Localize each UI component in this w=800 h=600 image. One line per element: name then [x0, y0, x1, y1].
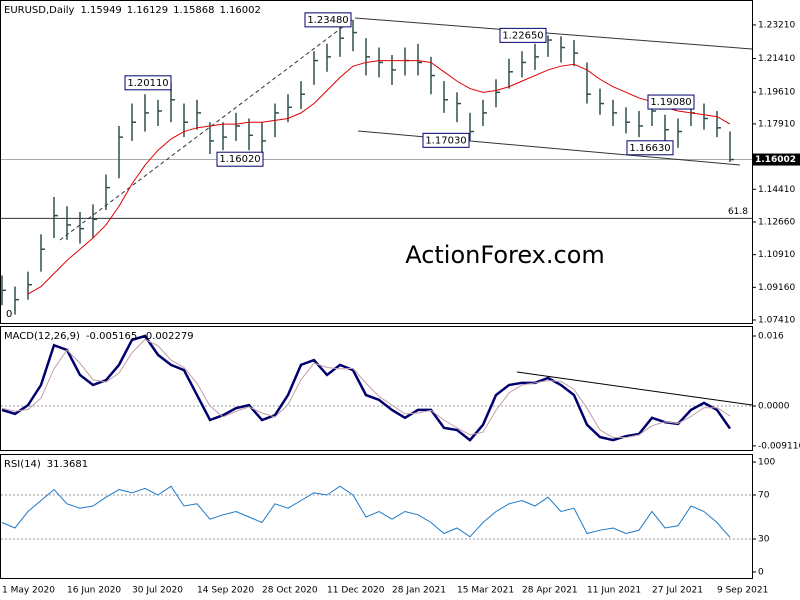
annotation-box	[124, 75, 172, 91]
watermark: ActionForex.com	[405, 241, 605, 269]
trendline	[59, 19, 353, 241]
layer-back	[1, 159, 752, 540]
trendline	[354, 17, 753, 50]
y-tick-label: 0.016	[758, 332, 784, 342]
series-line	[1, 485, 731, 538]
annotation-box	[216, 151, 264, 167]
y-tick-label: -0.009116	[758, 441, 800, 451]
header-value: 1.16129	[127, 5, 168, 16]
y-tick-label: 70	[758, 491, 770, 501]
header-value: 31.3681	[47, 459, 88, 470]
y-tick-label: 30	[758, 534, 770, 544]
y-tick-label: 1.21410	[758, 54, 795, 64]
annotation-box	[422, 132, 470, 148]
annotation-label: 1.17030	[425, 135, 466, 146]
annotation-label: 1.16020	[219, 154, 260, 165]
x-tick-label: 9 Sep 2021	[717, 586, 768, 596]
annotation-box	[304, 12, 352, 28]
x-tick-label: 30 Jul 2020	[132, 586, 183, 596]
y-tick-label: 1.12660	[758, 217, 795, 227]
header-value: -0.002279	[142, 331, 193, 342]
y-tick-label: 1.23210	[758, 20, 795, 30]
x-tick-label: 28 Oct 2020	[262, 586, 318, 596]
header-value: 1.15868	[173, 5, 214, 16]
rsi-panel	[0, 454, 753, 579]
x-tick-label: 16 Jun 2020	[67, 586, 121, 596]
series-line	[1, 338, 731, 438]
annotation-label: 1.19080	[650, 97, 691, 108]
y-tick-label: 1.09160	[758, 283, 795, 293]
panel-title: MACD(12,26,9)	[4, 331, 80, 342]
moving-average	[27, 60, 731, 295]
annotation-box	[626, 140, 674, 156]
price-label: 1.16002	[755, 155, 796, 165]
y-tick-label: 0	[758, 567, 764, 577]
header-value: 1.16002	[220, 5, 261, 16]
annotation-box	[499, 27, 547, 43]
x-tick-label: 1 May 2020	[2, 586, 55, 596]
macd-panel	[0, 326, 753, 451]
annotation-label: 1.23480	[307, 15, 348, 26]
x-tick-label: 11 Dec 2020	[327, 586, 385, 596]
y-tick-label: 1.19610	[758, 88, 795, 98]
y-tick-label: 1.10910	[758, 250, 795, 260]
level-label: 61.8	[728, 207, 748, 217]
x-tick-label: 28 Jan 2021	[392, 586, 446, 596]
y-tick-label: 1.14410	[758, 185, 795, 195]
x-tick-label: 27 Jul 2021	[652, 586, 703, 596]
panel-title: EURUSD,Daily	[4, 5, 75, 16]
y-tick-label: 100	[758, 458, 775, 468]
x-tick-label: 28 Apr 2021	[522, 586, 578, 596]
annotation-label: 1.22650	[502, 30, 543, 41]
y-tick-label: 0.0000	[758, 401, 790, 411]
x-tick-label: 15 Mar 2021	[457, 586, 514, 596]
header-value: -0.005165	[86, 331, 137, 342]
x-tick-label: 14 Sep 2020	[197, 586, 254, 596]
y-tick-label: 1.17910	[758, 119, 795, 129]
annotation-label: 1.20110	[127, 78, 168, 89]
annotation-label: 1.16630	[629, 143, 670, 154]
x-tick-label: 11 Jun 2021	[587, 586, 641, 596]
trendline	[357, 130, 741, 166]
y-tick-label: 1.07410	[758, 316, 795, 326]
price-box	[752, 153, 800, 166]
trendline	[516, 371, 753, 406]
series-line	[1, 334, 732, 442]
panel-title: RSI(14)	[4, 459, 41, 470]
annotation-box	[647, 94, 695, 110]
header-value: 1.15949	[80, 5, 121, 16]
cut-label: 0	[6, 309, 12, 320]
